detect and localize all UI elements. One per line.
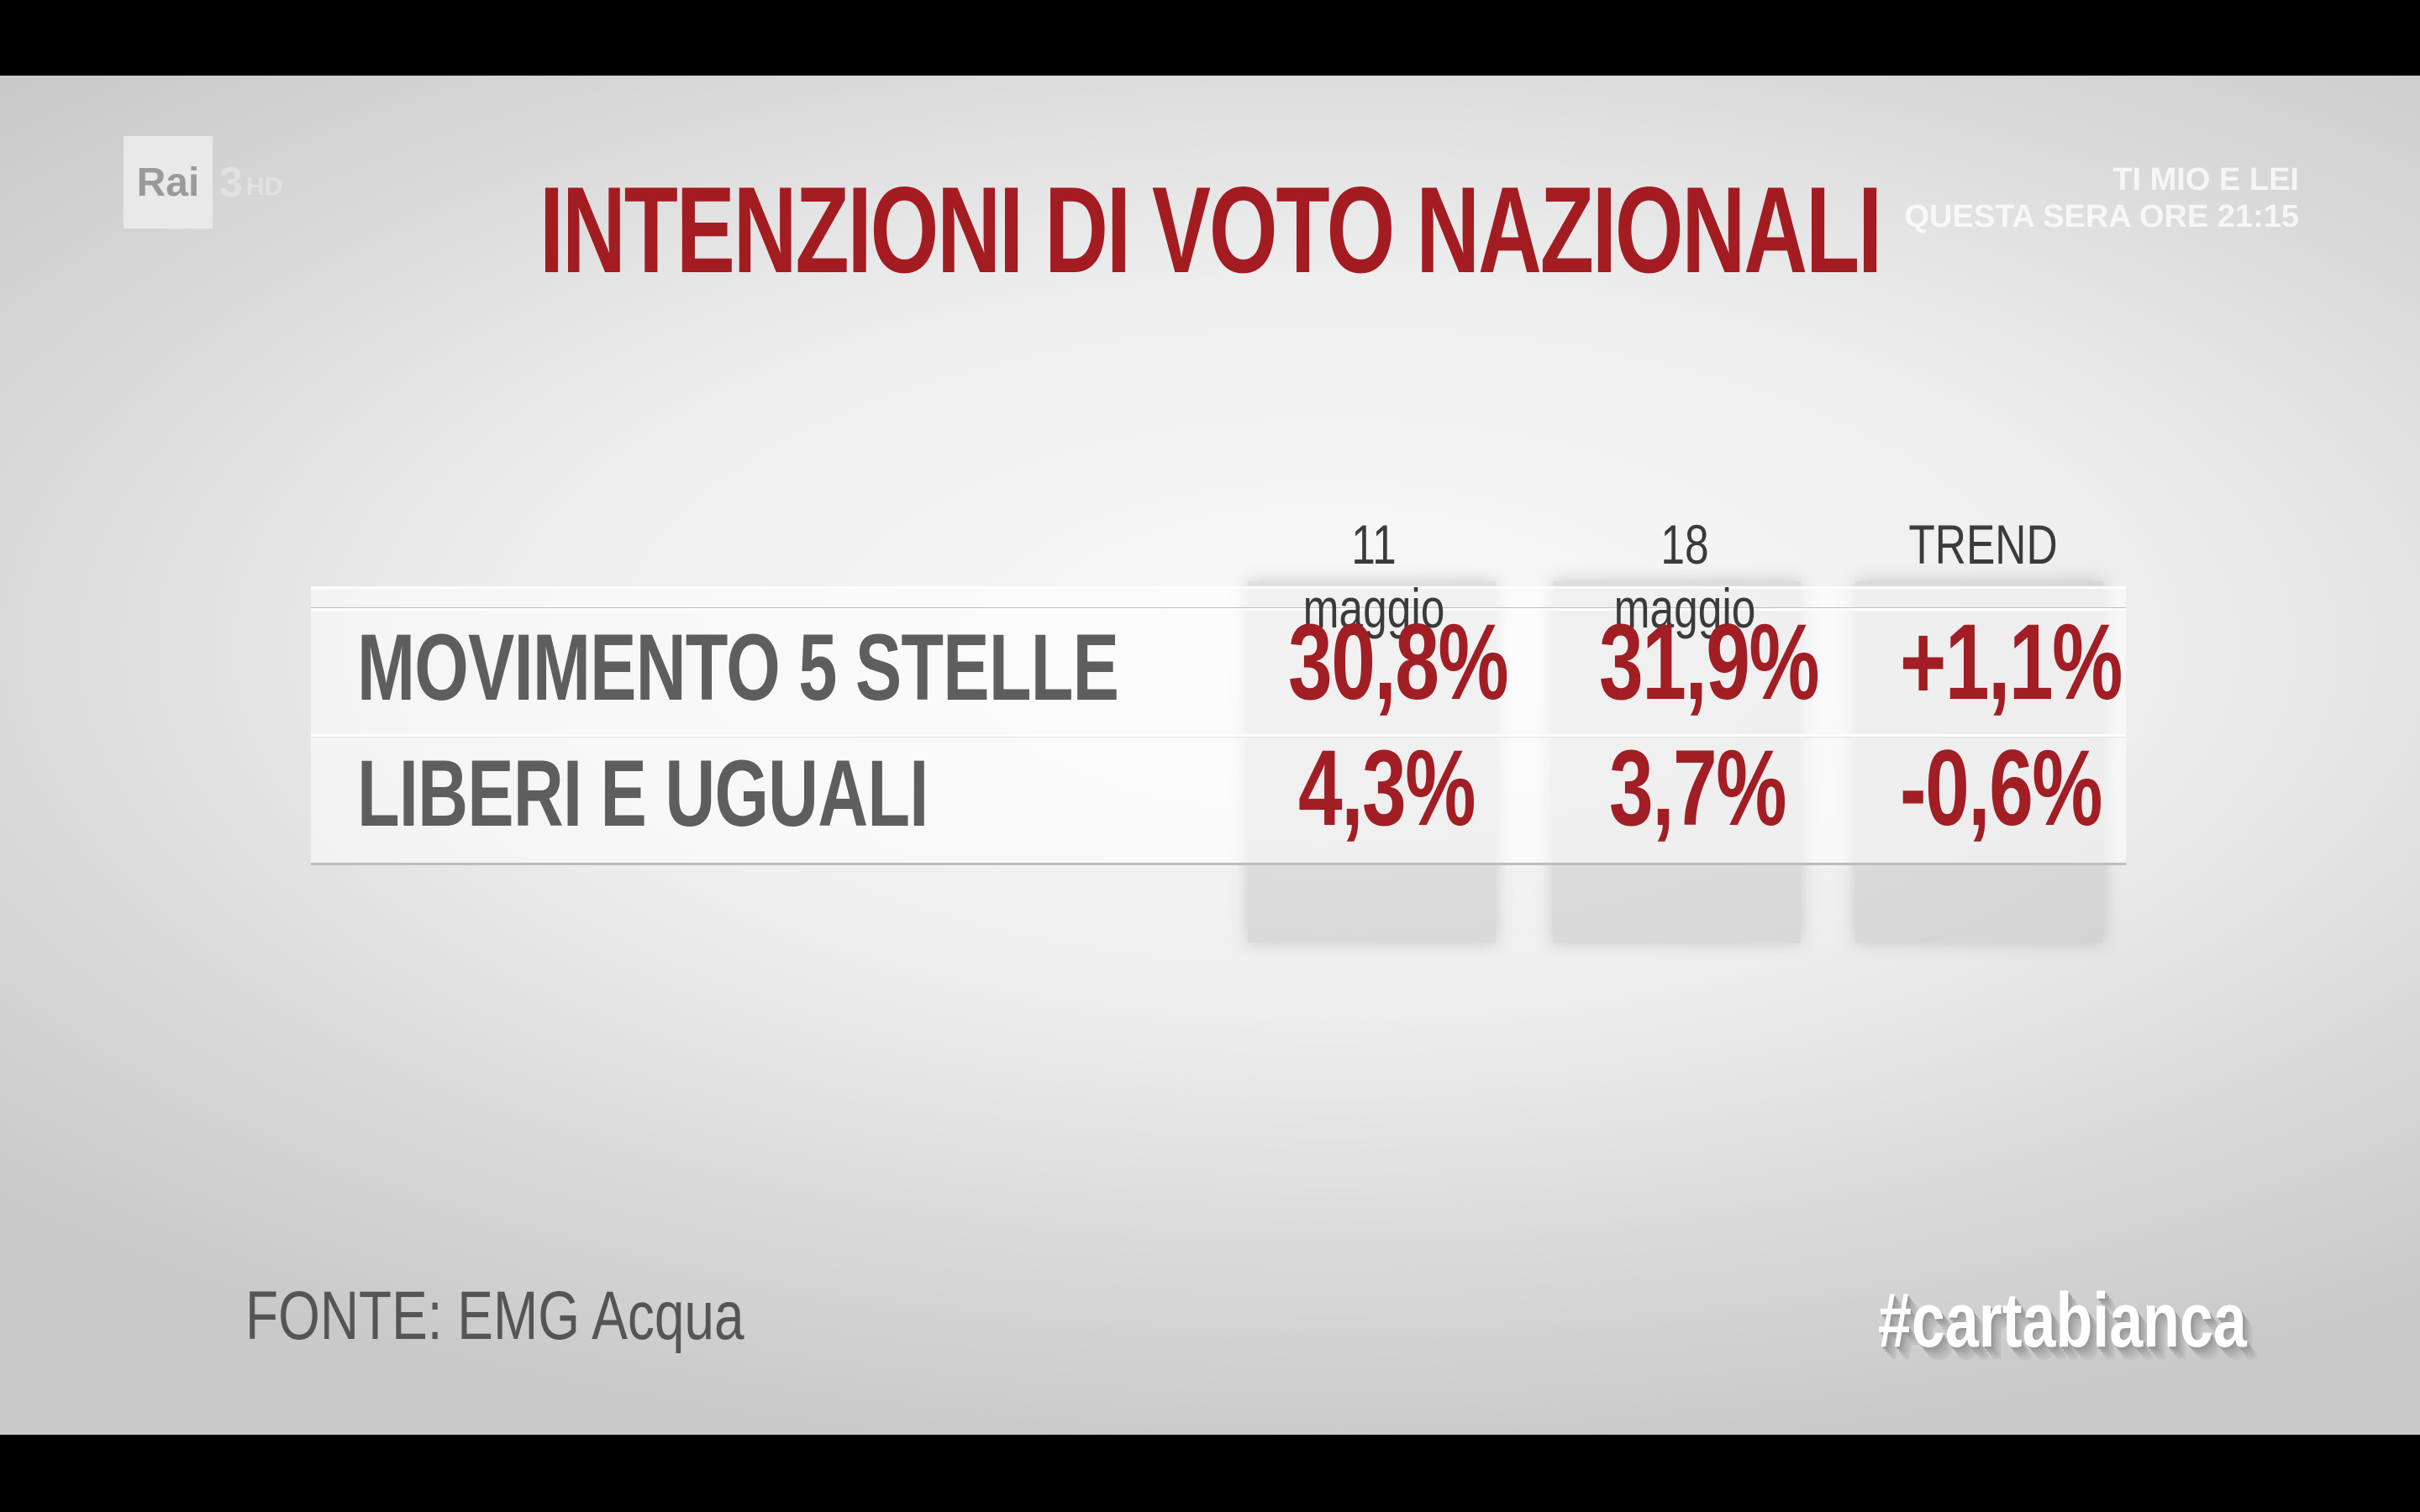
column-header: TREND [1908, 513, 2058, 575]
value-cell: 30,8% [1288, 602, 1509, 722]
rai-logo-box: Rai [124, 136, 213, 228]
letterbox-bottom [0, 1435, 2420, 1512]
value-cell: 31,9% [1599, 602, 1820, 722]
table-top-strip [311, 586, 2126, 610]
chart-title: INTENZIONI DI VOTO NAZIONALI [539, 161, 1882, 298]
party-label: MOVIMENTO 5 STELLE [357, 615, 1119, 720]
table-row [311, 608, 2126, 738]
source-note: FONTE: EMG Acqua [245, 1278, 744, 1354]
column-header: 11 maggio [1302, 513, 1445, 639]
show-hashtag: #cartabianca [1878, 1278, 2247, 1363]
letterbox-top [0, 0, 2420, 76]
value-cell: -0,6% [1900, 728, 2103, 848]
hd-badge: HD [245, 173, 283, 201]
value-cell: 4,3% [1298, 728, 1476, 848]
promo-line-1: TI MIO E LEI [2112, 162, 2299, 197]
column-header: 18 maggio [1613, 513, 1756, 639]
channel-logo: Rai 3 HD [124, 136, 282, 228]
broadcast-graphic: Rai 3 HD TI MIO E LEI QUESTA SERA ORE 21… [0, 76, 2420, 1435]
value-cell: +1,1% [1900, 602, 2123, 722]
value-cell: 3,7% [1609, 728, 1786, 848]
party-label: LIBERI E UGUALI [357, 741, 929, 846]
promo-overlay: TI MIO E LEI QUESTA SERA ORE 21:15 [1905, 161, 2300, 235]
table-row [311, 734, 2126, 865]
channel-number: 3 [219, 159, 243, 206]
promo-line-2: QUESTA SERA ORE 21:15 [1904, 199, 2300, 234]
